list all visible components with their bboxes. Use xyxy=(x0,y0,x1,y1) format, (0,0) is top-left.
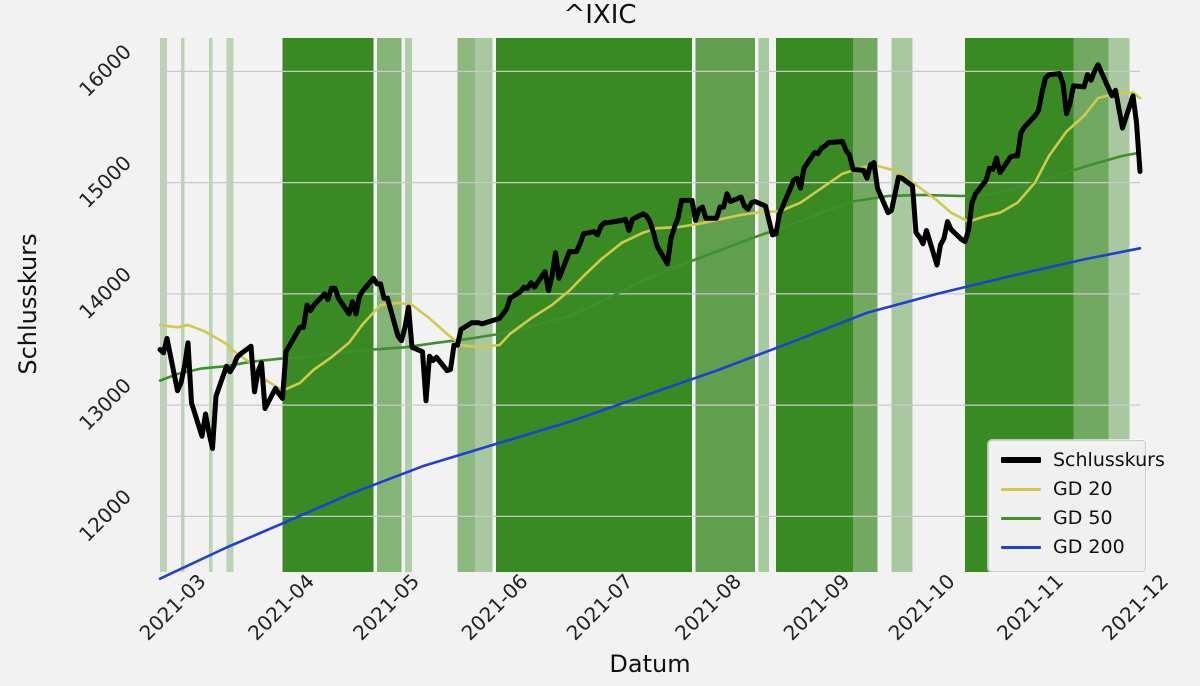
signal-band-17 xyxy=(1108,38,1130,572)
legend-swatch-2 xyxy=(1001,516,1041,520)
x-tick-label-6: 2021-09 xyxy=(779,569,855,645)
x-tick-label-4: 2021-07 xyxy=(562,569,638,645)
x-axis-label: Datum xyxy=(609,650,691,678)
signal-band-2 xyxy=(209,38,213,572)
y-tick-label-4: 16000 xyxy=(74,39,136,101)
legend-label-1: GD 20 xyxy=(1053,478,1113,500)
x-tick-label-1: 2021-04 xyxy=(243,569,319,645)
legend: Schlusskurs GD 20 GD 50 GD 200 xyxy=(988,440,1165,572)
x-tick-label-5: 2021-08 xyxy=(670,569,746,645)
y-tick-label-2: 14000 xyxy=(74,262,136,324)
legend-item-3: GD 200 xyxy=(1001,534,1125,560)
y-tick-label-3: 15000 xyxy=(74,151,136,213)
signal-band-10 xyxy=(695,38,755,572)
signal-band-3 xyxy=(226,38,234,572)
legend-label-2: GD 50 xyxy=(1053,507,1113,529)
signal-band-0 xyxy=(160,38,167,572)
legend-swatch-3 xyxy=(1001,545,1041,549)
signal-band-1 xyxy=(181,38,185,572)
legend-label-3: GD 200 xyxy=(1053,536,1125,558)
signal-band-7 xyxy=(457,38,475,572)
x-tick-label-3: 2021-06 xyxy=(457,569,533,645)
chart-title: ^IXIC xyxy=(563,0,637,30)
signal-band-11 xyxy=(758,38,769,572)
x-tick-label-0: 2021-03 xyxy=(135,569,211,645)
legend-swatch-0 xyxy=(1001,457,1041,463)
signal-band-13 xyxy=(853,38,878,572)
y-axis-label: Schlusskurs xyxy=(14,233,42,375)
series-line-schlusskurs xyxy=(157,62,1143,451)
series-line-gd-20 xyxy=(158,91,1142,393)
x-tick-label-9: 2021-12 xyxy=(1097,569,1173,645)
legend-item-1: GD 20 xyxy=(1001,476,1113,502)
x-tick-label-8: 2021-11 xyxy=(992,569,1068,645)
legend-item-2: GD 50 xyxy=(1001,505,1113,531)
series-lines xyxy=(157,62,1143,581)
signal-band-12 xyxy=(776,38,853,572)
y-tick-label-0: 12000 xyxy=(74,484,136,546)
legend-item-0: Schlusskurs xyxy=(1001,447,1165,473)
legend-label-0: Schlusskurs xyxy=(1053,449,1165,471)
x-tick-label-7: 2021-10 xyxy=(884,569,960,645)
legend-swatch-1 xyxy=(1001,487,1041,491)
x-tick-label-2: 2021-05 xyxy=(348,569,424,645)
series-line-gd-200 xyxy=(158,247,1142,581)
y-tick-label-1: 13000 xyxy=(74,373,136,435)
signal-band-8 xyxy=(475,38,493,572)
